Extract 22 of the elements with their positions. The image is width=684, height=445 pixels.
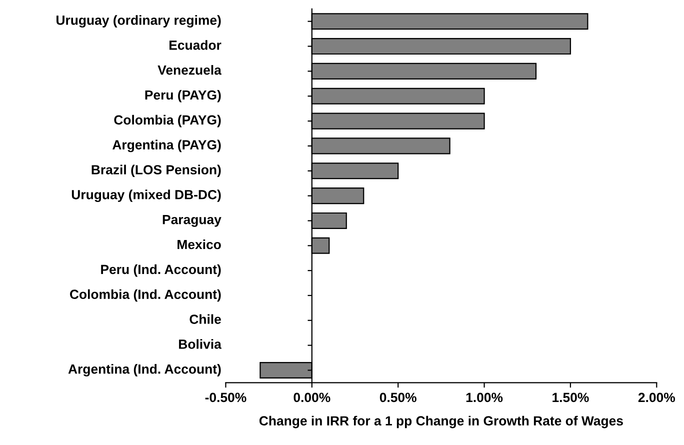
y-tick-label: Uruguay (mixed DB-DC): [72, 190, 221, 202]
y-tick-label: Argentina (Ind. Account): [68, 364, 221, 376]
x-axis-title: Change in IRR for a 1 pp Change in Growth Rate of Wages: [259, 416, 623, 428]
x-tick-label: 0.50%: [380, 392, 416, 402]
x-tick-label: -0.50%: [205, 392, 246, 402]
y-tick-label: Colombia (Ind. Account): [70, 289, 221, 302]
y-tick-label: Brazil (LOS Pension): [92, 164, 221, 178]
y-tick-label: Colombia (PAYG): [114, 114, 221, 128]
y-tick-label: Peru (Ind. Account): [101, 264, 221, 277]
x-tick-label: 1.50%: [552, 392, 589, 402]
x-tick-label: 2.00%: [638, 392, 675, 402]
y-tick-label: Mexico: [178, 239, 221, 250]
x-tick-label: 1.00%: [466, 392, 503, 402]
y-tick-label: Ecuador: [170, 40, 222, 50]
y-tick-label: Venezuela: [158, 65, 222, 75]
y-tick-label: Argentina (PAYG): [112, 140, 221, 152]
x-tick-label: 0.00%: [294, 392, 330, 402]
y-tick-label: Paraguay: [162, 214, 222, 227]
y-tick-label: Chile: [190, 314, 221, 324]
y-tick-label: Peru (PAYG): [145, 90, 221, 102]
y-tick-label: Bolivia: [179, 339, 222, 349]
y-tick-label: Uruguay (ordinary regime): [56, 15, 221, 28]
